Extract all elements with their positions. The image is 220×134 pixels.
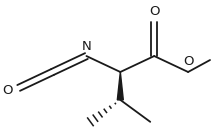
Polygon shape [117, 72, 123, 100]
Text: O: O [183, 55, 193, 68]
Text: O: O [2, 84, 13, 97]
Text: N: N [82, 40, 91, 53]
Text: O: O [149, 5, 159, 18]
